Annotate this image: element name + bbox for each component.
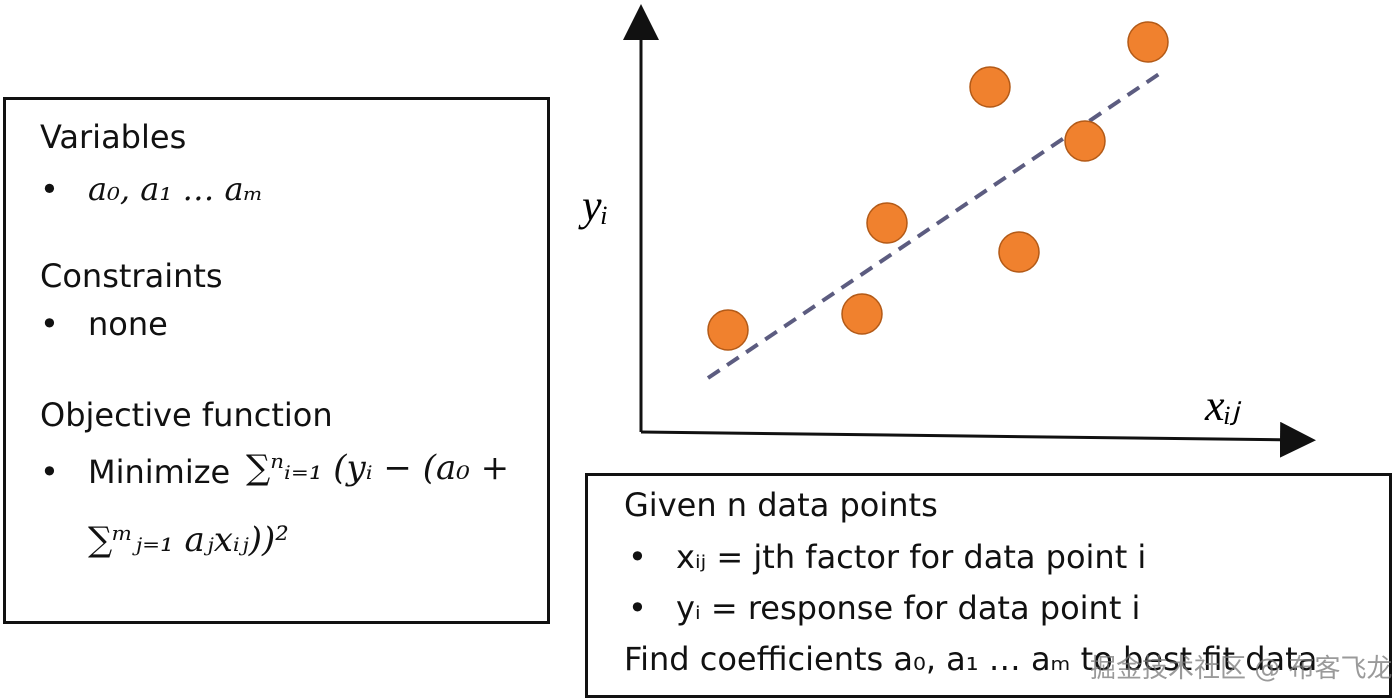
point bbox=[707, 309, 749, 351]
watermark: 掘金技术社区 @ 布客飞龙 bbox=[1090, 654, 1393, 684]
problem-box: Variables a₀, a₁ … aₘ Constraints none O… bbox=[3, 97, 550, 624]
point bbox=[1127, 21, 1169, 63]
bullet: a₀, a₁ … aₘ bbox=[40, 170, 263, 208]
bullet: none bbox=[40, 305, 168, 343]
bullet: xᵢⱼ = jth factor for data point i bbox=[628, 538, 1146, 576]
point bbox=[866, 202, 908, 244]
x-axis bbox=[640, 421, 1316, 458]
fit-line bbox=[706, 68, 1167, 380]
formula: ∑ⁿᵢ₌₁ (yᵢ − (a₀ + bbox=[246, 448, 510, 488]
bullet: yᵢ = response for data point i bbox=[628, 589, 1140, 627]
point bbox=[998, 231, 1040, 273]
point bbox=[969, 66, 1011, 108]
footer: Find coefficients a₀, a₁ … aₘ to best fi… bbox=[624, 640, 1318, 678]
points bbox=[707, 21, 1169, 351]
given-box: Given n data points xᵢⱼ = jth factor for… bbox=[585, 473, 1392, 698]
point bbox=[1064, 120, 1106, 162]
formula: ∑ᵐⱼ₌₁ aⱼxᵢⱼ))² bbox=[88, 520, 289, 560]
x-label: xᵢⱼ bbox=[1204, 381, 1241, 430]
heading: Variables bbox=[40, 118, 187, 156]
point bbox=[841, 293, 883, 335]
heading: Objective function bbox=[40, 396, 333, 434]
bullet-prefix: Minimize bbox=[40, 453, 230, 491]
y-label: yᵢ bbox=[578, 181, 609, 230]
heading: Constraints bbox=[40, 257, 223, 295]
heading: Given n data points bbox=[624, 486, 938, 524]
